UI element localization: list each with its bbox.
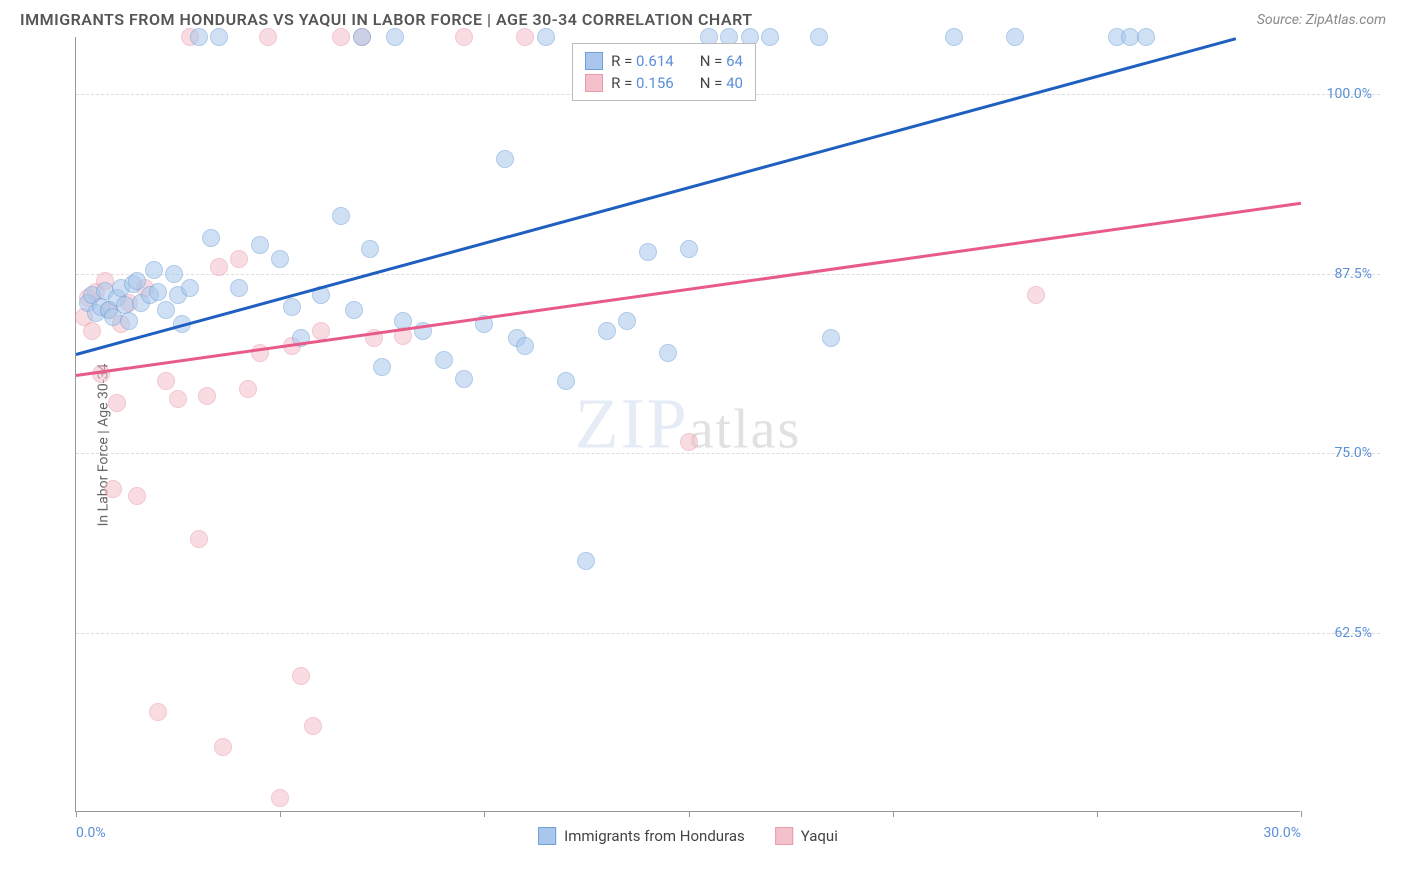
data-point [373, 358, 391, 376]
gridline [76, 633, 1380, 634]
data-point [157, 301, 175, 319]
data-point [304, 717, 322, 735]
data-point [353, 28, 371, 46]
chart-area: In Labor Force | Age 30-34 ZIPatlas 62.5… [20, 37, 1335, 852]
legend-box: R = 0.614 N = 64 R = 0.156 N = 40 [572, 43, 756, 101]
data-point [271, 250, 289, 268]
y-tick-label: 100.0% [1327, 86, 1372, 102]
gridline [76, 274, 1380, 275]
legend-swatch [775, 827, 793, 845]
data-point [332, 28, 350, 46]
series-legend-item: Immigrants from Honduras [538, 827, 745, 845]
x-tick [280, 811, 281, 817]
chart-title: IMMIGRANTS FROM HONDURAS VS YAQUI IN LAB… [20, 10, 753, 29]
data-point [455, 370, 473, 388]
data-point [210, 28, 228, 46]
data-point [345, 301, 363, 319]
chart-source: Source: ZipAtlas.com [1257, 12, 1386, 28]
series-legend: Immigrants from Honduras Yaqui [538, 827, 838, 845]
data-point [659, 344, 677, 362]
x-tick [1097, 811, 1098, 817]
data-point [598, 322, 616, 340]
y-tick-label: 62.5% [1334, 625, 1372, 641]
legend-swatch [538, 827, 556, 845]
legend-row: R = 0.156 N = 40 [585, 72, 743, 94]
series-label: Immigrants from Honduras [564, 827, 745, 845]
data-point [181, 279, 199, 297]
data-point [312, 322, 330, 340]
data-point [496, 150, 514, 168]
x-tick [1301, 811, 1302, 817]
data-point [557, 372, 575, 390]
data-point [516, 28, 534, 46]
y-tick-label: 87.5% [1334, 266, 1372, 282]
x-tick [484, 811, 485, 817]
plot-area: ZIPatlas 62.5%75.0%87.5%100.0%0.0%30.0%R… [75, 37, 1300, 812]
data-point [761, 28, 779, 46]
data-point [455, 28, 473, 46]
data-point [169, 390, 187, 408]
data-point [202, 229, 220, 247]
data-point [537, 28, 555, 46]
data-point [157, 372, 175, 390]
legend-swatch [585, 74, 603, 92]
data-point [190, 28, 208, 46]
series-legend-item: Yaqui [775, 827, 838, 845]
data-point [149, 283, 167, 301]
trend-line [76, 202, 1301, 377]
data-point [120, 312, 138, 330]
data-point [128, 487, 146, 505]
legend-n: N = 40 [700, 74, 743, 92]
data-point [251, 236, 269, 254]
data-point [1027, 286, 1045, 304]
data-point [680, 240, 698, 258]
data-point [145, 261, 163, 279]
data-point [149, 703, 167, 721]
x-tick-label: 0.0% [76, 825, 106, 841]
series-label: Yaqui [801, 827, 838, 845]
legend-r: R = 0.156 [611, 74, 674, 92]
data-point [822, 329, 840, 347]
data-point [435, 351, 453, 369]
gridline [76, 453, 1380, 454]
data-point [680, 433, 698, 451]
data-point [945, 28, 963, 46]
data-point [230, 279, 248, 297]
data-point [332, 207, 350, 225]
data-point [104, 480, 122, 498]
data-point [1137, 28, 1155, 46]
x-tick [689, 811, 690, 817]
x-tick [76, 811, 77, 817]
data-point [516, 337, 534, 355]
legend-swatch [585, 52, 603, 70]
data-point [230, 250, 248, 268]
data-point [283, 298, 301, 316]
y-tick-label: 75.0% [1334, 445, 1372, 461]
data-point [386, 28, 404, 46]
data-point [639, 243, 657, 261]
data-point [577, 552, 595, 570]
x-tick-label: 30.0% [1263, 825, 1301, 841]
x-tick [893, 811, 894, 817]
data-point [210, 258, 228, 276]
data-point [618, 312, 636, 330]
data-point [214, 738, 232, 756]
data-point [165, 265, 183, 283]
data-point [271, 789, 289, 807]
data-point [292, 667, 310, 685]
data-point [83, 322, 101, 340]
data-point [190, 530, 208, 548]
data-point [198, 387, 216, 405]
data-point [1121, 28, 1139, 46]
data-point [108, 394, 126, 412]
data-point [259, 28, 277, 46]
data-point [92, 365, 110, 383]
data-point [810, 28, 828, 46]
legend-r: R = 0.614 [611, 52, 674, 70]
data-point [239, 380, 257, 398]
legend-row: R = 0.614 N = 64 [585, 50, 743, 72]
data-point [361, 240, 379, 258]
data-point [1006, 28, 1024, 46]
legend-n: N = 64 [700, 52, 743, 70]
